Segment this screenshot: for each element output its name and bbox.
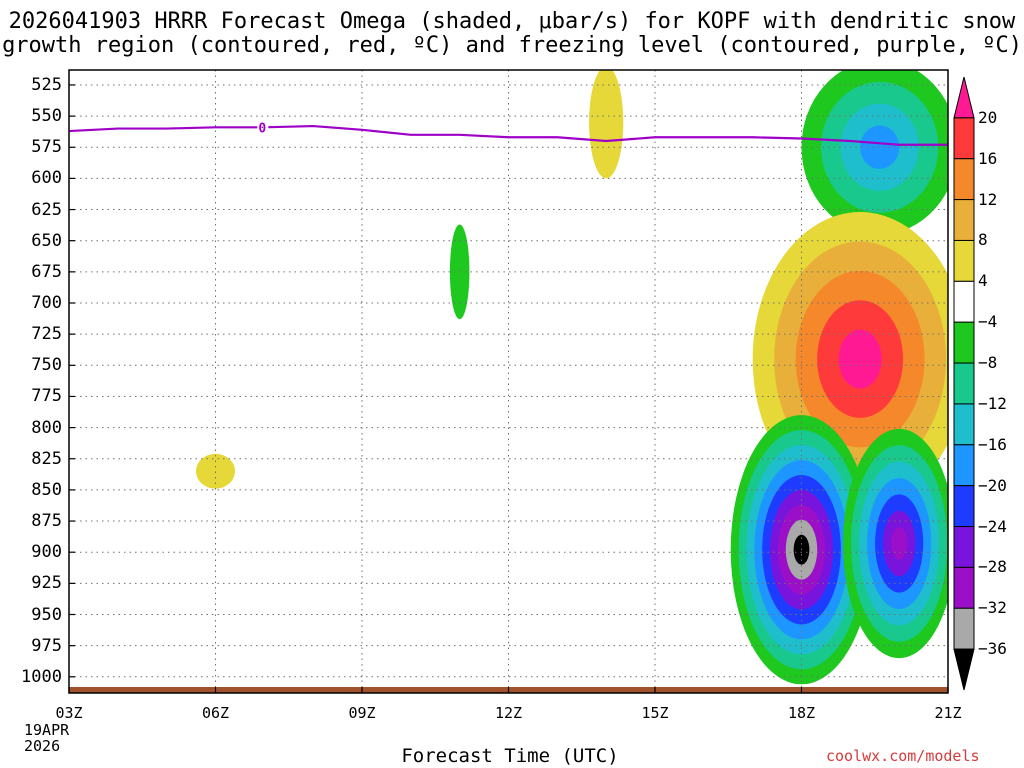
chart-title-line1: 2026041903 HRRR Forecast Omega (shaded, …	[8, 9, 1016, 34]
colorbar-label-13: −36	[978, 639, 1007, 659]
y-tick-label-550: 550	[31, 106, 62, 127]
colorbar-top-triangle	[953, 76, 975, 119]
colorbar-segment-6	[953, 321, 975, 364]
colorbar-segment-8	[953, 403, 975, 446]
y-tick-label-975: 975	[31, 635, 62, 656]
colorbar-segment-4	[953, 239, 975, 282]
colorbar-label-8: −16	[978, 434, 1007, 454]
omega-shading-layer	[195, 70, 948, 685]
x-tick-label-18Z: 18Z	[787, 704, 816, 722]
colorbar-label-9: −20	[978, 475, 1007, 495]
y-tick-label-1000: 1000	[21, 666, 62, 687]
y-tick-label-875: 875	[31, 511, 62, 532]
y-tick-label-650: 650	[31, 230, 62, 251]
colorbar-segment-5	[953, 280, 975, 323]
y-tick-label-700: 700	[31, 293, 62, 313]
colorbar-segment-1	[953, 117, 975, 160]
colorbar-label-10: −24	[978, 516, 1007, 536]
colorbar-label-3: 8	[978, 230, 988, 250]
credit-link[interactable]: coolwx.com/models	[826, 747, 980, 765]
x-tick-label-15Z: 15Z	[641, 704, 669, 722]
colorbar-label-12: −32	[978, 598, 1007, 618]
axis-ticks	[68, 84, 949, 693]
y-tick-label-750: 750	[31, 355, 62, 376]
omega-feature-6-level-6	[891, 527, 908, 560]
colorbar-label-2: 12	[978, 189, 998, 209]
omega-feature-4-level-4	[838, 329, 882, 389]
x-tick-label-06Z: 06Z	[201, 704, 230, 722]
omega-feature-2-level-0	[589, 70, 624, 179]
chart-title-line2: growth region (contoured, red, ºC) and f…	[2, 33, 1022, 58]
colorbar-segment-12	[953, 566, 975, 609]
x-tick-label-09Z: 09Z	[348, 704, 376, 722]
colorbar-segment-7	[953, 362, 975, 405]
x-tick-label-21Z: 21Z	[934, 704, 962, 722]
colorbar-bottom-triangle	[953, 648, 975, 691]
y-tick-label-725: 725	[31, 324, 62, 345]
colorbar-label-5: −4	[978, 312, 998, 332]
colorbar-segment-2	[953, 158, 975, 201]
y-tick-label-825: 825	[31, 448, 62, 469]
y-tick-label-675: 675	[31, 261, 62, 282]
freezing-level-layer: 0	[69, 119, 948, 146]
y-tick-label-575: 575	[31, 137, 62, 158]
y-tick-label-600: 600	[31, 168, 62, 189]
colorbar-segment-3	[953, 199, 975, 241]
colorbar-segment-13	[953, 607, 975, 650]
colorbar-label-7: −12	[978, 393, 1007, 413]
colorbar-label-6: −8	[978, 353, 998, 373]
x-tick-label-12Z: 12Z	[494, 704, 523, 722]
colorbar	[953, 76, 975, 691]
x-axis-title: Forecast Time (UTC)	[401, 745, 619, 767]
colorbar-label-0: 20	[978, 107, 998, 127]
y-tick-label-800: 800	[31, 417, 62, 438]
y-tick-label-850: 850	[31, 479, 62, 500]
colorbar-label-4: 4	[978, 271, 988, 291]
freezing-level-label: 0	[258, 121, 266, 136]
colorbar-label-11: −28	[978, 557, 1007, 577]
omega-feature-3-level-3	[860, 125, 900, 170]
x-tick-label-03Z: 03Z	[55, 704, 83, 722]
colorbar-segment-9	[953, 444, 975, 487]
omega-feature-0-level-0	[195, 453, 236, 489]
colorbar-segment-10	[953, 485, 975, 528]
y-tick-label-950: 950	[31, 604, 62, 625]
grid-lines	[68, 70, 949, 693]
freezing-level-line	[69, 124, 948, 146]
y-tick-label-775: 775	[31, 386, 62, 407]
y-tick-label-525: 525	[31, 74, 62, 95]
colorbar-segment-11	[953, 526, 975, 568]
date-year-label: 2026	[24, 737, 61, 755]
colorbar-label-1: 16	[978, 148, 998, 168]
date-day-label: 19APR	[24, 721, 70, 739]
freezing-label-bg	[257, 119, 269, 135]
y-tick-label-900: 900	[31, 542, 62, 563]
y-tick-label-625: 625	[31, 199, 62, 220]
y-tick-label-925: 925	[31, 573, 62, 594]
